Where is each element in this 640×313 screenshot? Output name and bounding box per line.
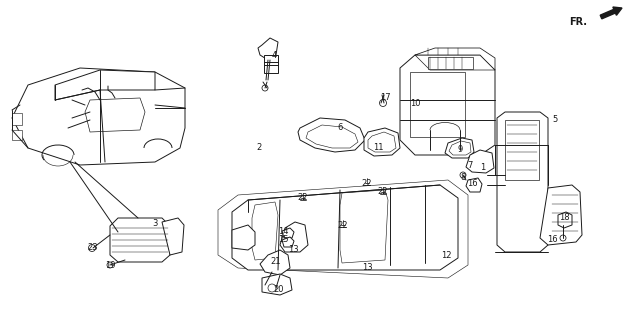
Bar: [264, 55, 278, 73]
Circle shape: [560, 235, 566, 241]
Bar: [410, 72, 465, 137]
Polygon shape: [400, 55, 495, 155]
Polygon shape: [368, 132, 396, 152]
Polygon shape: [497, 112, 548, 252]
Bar: [428, 57, 473, 69]
FancyArrow shape: [600, 7, 622, 19]
Text: 23: 23: [88, 244, 99, 253]
Polygon shape: [258, 38, 278, 60]
Bar: [12, 130, 22, 140]
Polygon shape: [218, 180, 468, 278]
Text: 18: 18: [559, 213, 570, 223]
Polygon shape: [466, 150, 494, 173]
Polygon shape: [415, 48, 495, 70]
Polygon shape: [340, 190, 388, 263]
Polygon shape: [306, 125, 358, 148]
Text: 14: 14: [278, 227, 288, 235]
Text: 22: 22: [298, 193, 308, 203]
Polygon shape: [558, 212, 572, 228]
Polygon shape: [282, 228, 294, 238]
Text: 8: 8: [460, 172, 466, 182]
Polygon shape: [232, 185, 458, 270]
Polygon shape: [415, 55, 495, 70]
Circle shape: [262, 85, 268, 91]
Polygon shape: [232, 225, 255, 250]
Polygon shape: [449, 141, 471, 155]
Polygon shape: [364, 128, 400, 156]
Text: 2: 2: [257, 142, 262, 151]
Text: 13: 13: [288, 244, 298, 254]
Text: 19: 19: [105, 260, 115, 269]
Polygon shape: [540, 185, 582, 245]
Text: 22: 22: [378, 187, 388, 197]
Text: 20: 20: [274, 285, 284, 295]
Circle shape: [107, 262, 113, 268]
Text: 7: 7: [467, 161, 473, 170]
Text: 13: 13: [362, 264, 372, 273]
Polygon shape: [298, 118, 365, 152]
Text: 5: 5: [552, 115, 557, 125]
Polygon shape: [280, 222, 308, 252]
Circle shape: [268, 284, 276, 292]
Text: 11: 11: [372, 143, 383, 152]
Text: 9: 9: [458, 146, 463, 155]
Polygon shape: [260, 250, 290, 275]
Polygon shape: [162, 218, 184, 255]
Polygon shape: [85, 98, 145, 132]
Bar: [12, 113, 22, 125]
Circle shape: [460, 172, 466, 178]
Text: 16: 16: [467, 179, 477, 188]
Text: FR.: FR.: [569, 17, 587, 27]
Polygon shape: [466, 178, 482, 192]
Circle shape: [88, 244, 95, 252]
Text: 22: 22: [338, 220, 348, 229]
Text: 4: 4: [271, 50, 276, 59]
Text: 21: 21: [271, 256, 281, 265]
Polygon shape: [262, 274, 292, 295]
Polygon shape: [445, 138, 474, 158]
Text: 1: 1: [481, 163, 486, 172]
Circle shape: [380, 100, 387, 106]
Text: 6: 6: [337, 122, 342, 131]
Polygon shape: [55, 70, 155, 100]
Text: 12: 12: [441, 250, 451, 259]
Polygon shape: [110, 218, 170, 262]
Text: 3: 3: [152, 219, 157, 228]
Text: 17: 17: [380, 93, 390, 101]
Text: 16: 16: [547, 235, 557, 244]
Bar: [505, 120, 539, 180]
Text: 22: 22: [362, 178, 372, 187]
Text: 10: 10: [410, 99, 420, 107]
Polygon shape: [12, 68, 185, 165]
Text: 15: 15: [278, 235, 288, 244]
Polygon shape: [252, 202, 278, 260]
Polygon shape: [282, 237, 294, 247]
